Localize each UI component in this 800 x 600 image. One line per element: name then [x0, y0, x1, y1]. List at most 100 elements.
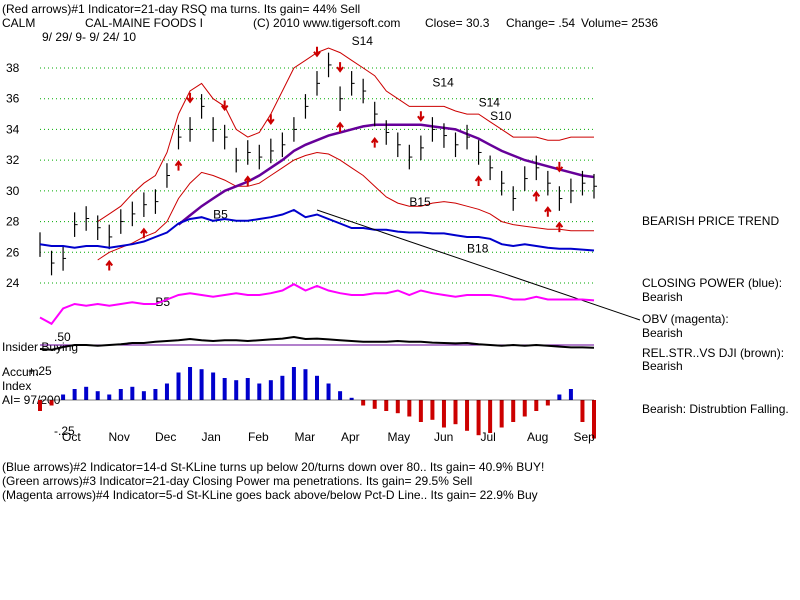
- x-tick-label: Feb: [248, 430, 269, 444]
- ai-label: AI= 97/200: [2, 393, 61, 407]
- accum-bar: [580, 400, 585, 422]
- accum-bar: [395, 400, 400, 414]
- accum-bar: [476, 400, 481, 436]
- signal-annotation: B5: [213, 208, 228, 222]
- change-value: Change= .54: [506, 16, 576, 30]
- x-tick-label: Jun: [434, 430, 453, 444]
- accum-bar: [384, 400, 389, 411]
- company-name: CAL-MAINE FOODS I: [85, 16, 204, 30]
- accum-bar: [141, 391, 146, 400]
- signal-annotation: S14: [352, 34, 374, 48]
- accum-bar: [49, 400, 54, 406]
- buy-arrow: [243, 175, 252, 187]
- obv-title: OBV (magenta):: [642, 312, 729, 326]
- obv-value: Bearish: [642, 326, 683, 340]
- signal-annotation: S14: [432, 75, 454, 89]
- accum-bar: [407, 400, 412, 417]
- accum-bar: [441, 400, 446, 428]
- close-value: Close= 30.3: [425, 16, 490, 30]
- indicator-line-magenta: (Magenta arrows)#4 Indicator=5-d St-KLin…: [2, 488, 538, 502]
- y-tick-label: 28: [6, 215, 20, 229]
- buy-arrow: [105, 259, 114, 271]
- sell-arrow: [313, 46, 321, 58]
- accum-bar: [176, 372, 181, 400]
- x-tick-label: Dec: [155, 430, 176, 444]
- signal-annotation: B15: [409, 195, 431, 209]
- accum-bar: [118, 389, 123, 400]
- x-tick-label: Apr: [341, 430, 360, 444]
- accum-bar: [257, 383, 262, 400]
- signal-annotation: B18: [467, 241, 489, 255]
- accum-bar: [95, 391, 100, 400]
- y-tick-label: 24: [6, 276, 20, 290]
- sell-arrow: [336, 62, 344, 73]
- signal-annotation: S14: [479, 95, 501, 109]
- accum-bar: [188, 367, 193, 400]
- closing-power-title: CLOSING POWER (blue):: [642, 276, 783, 290]
- index-label: Index: [2, 379, 32, 393]
- accum-bar: [349, 397, 354, 400]
- y-tick-label: 26: [6, 245, 20, 259]
- accum-bar: [465, 400, 470, 431]
- indicator-line-blue: (Blue arrows)#2 Indicator=14-d St-KLine …: [2, 460, 545, 474]
- y-tick-label: 34: [6, 122, 20, 136]
- accum-bar: [61, 394, 66, 400]
- trend-label: BEARISH PRICE TREND: [642, 214, 780, 228]
- accum-bar: [430, 400, 435, 420]
- accum-bar: [534, 400, 539, 411]
- x-tick-label: Mar: [295, 430, 316, 444]
- buy-arrow: [140, 227, 148, 239]
- x-tick-label: Aug: [527, 430, 548, 444]
- x-tick-label: Nov: [109, 430, 130, 444]
- accum-bar: [418, 400, 423, 422]
- accum-bar: [372, 400, 377, 409]
- accum-bar: [315, 375, 319, 400]
- volume-value: Volume= 2536: [581, 16, 659, 30]
- buy-arrow: [474, 175, 483, 187]
- accum-bar: [199, 369, 204, 400]
- x-tick-label: Oct: [62, 430, 81, 444]
- accum-bar: [511, 400, 516, 422]
- upper-band-line: [97, 47, 594, 223]
- sell-arrow: [555, 161, 564, 173]
- sell-arrow: [220, 100, 229, 112]
- accum-bar: [499, 400, 504, 428]
- y-tick-label: 36: [6, 92, 20, 106]
- rel-str-value: Bearish: [642, 359, 683, 373]
- accum-bar: [545, 400, 550, 406]
- p50-label: .50: [54, 330, 71, 344]
- accum-bar: [164, 383, 169, 400]
- obv-line: [39, 283, 595, 326]
- accum-label: Accum: [2, 365, 39, 379]
- x-tick-label: Jan: [202, 430, 221, 444]
- sell-arrow: [417, 111, 425, 122]
- insider-buying-label: Insider Buying: [2, 340, 79, 354]
- accum-bar: [234, 380, 239, 400]
- y-tick-label: 38: [6, 61, 20, 75]
- buy-arrow: [555, 221, 564, 233]
- signal-annotation: S10: [490, 109, 512, 123]
- copyright: (C) 2010 www.tigersoft.com: [253, 16, 401, 30]
- closing-power-line: [39, 208, 595, 252]
- y-tick-label: 30: [6, 184, 20, 198]
- accum-bar: [568, 389, 573, 400]
- accum-bar: [557, 394, 562, 400]
- buy-arrow: [370, 136, 379, 148]
- buy-arrow: [174, 160, 183, 171]
- accum-bar: [245, 378, 250, 400]
- buy-arrow: [336, 121, 344, 133]
- accum-bar: [488, 400, 493, 433]
- plus25-label: +.25: [28, 364, 52, 378]
- accum-bar: [222, 378, 227, 400]
- accum-bar: [268, 380, 273, 400]
- buy-arrow: [544, 206, 552, 217]
- sell-arrow: [186, 92, 194, 104]
- rel-strength-line: [39, 335, 595, 351]
- accum-bar: [453, 400, 458, 425]
- ticker: CALM: [2, 16, 36, 30]
- accum-bar: [361, 400, 366, 406]
- accum-bar: [338, 391, 343, 400]
- buy-arrow: [532, 190, 541, 202]
- accum-bar: [84, 386, 89, 400]
- lower-band-line: [97, 151, 594, 261]
